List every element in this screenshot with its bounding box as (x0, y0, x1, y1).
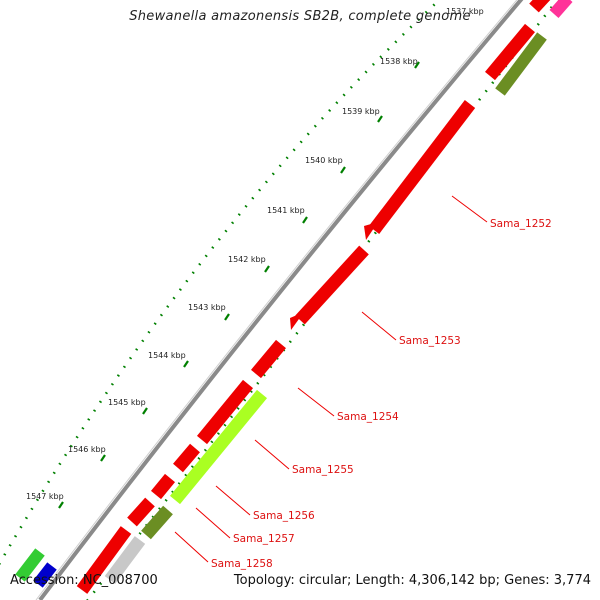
accession-text: Accession: NC_008700 (10, 573, 158, 588)
gene-label: Sama_1252 (490, 218, 552, 230)
gene-label: Sama_1253 (399, 335, 461, 347)
tick-label: 1545 kbp (108, 398, 146, 407)
tick-label: 1546 kbp (68, 445, 106, 454)
genome-summary-text: Topology: circular; Length: 4,306,142 bp… (233, 573, 591, 588)
gene-arrow (150, 473, 176, 500)
gene-arrow (169, 389, 268, 505)
gene-arrow (495, 32, 547, 96)
genome-title: Shewanella amazonensis SB2B, complete ge… (129, 9, 471, 24)
gene-arrow (529, 0, 551, 13)
gene-label: Sama_1256 (253, 510, 315, 522)
gene-arrow (15, 548, 45, 582)
tick-label: 1537 kbp (446, 7, 484, 16)
gene-label: Sama_1254 (337, 411, 399, 423)
major-ticks (58, 61, 420, 509)
gene-arrow (141, 505, 173, 540)
tick-label: 1540 kbp (305, 156, 343, 165)
gene-arrow (104, 536, 146, 584)
gene-arrow (485, 23, 535, 81)
tick-label: 1547 kbp (26, 492, 64, 501)
forward-genes (76, 0, 551, 594)
tick-label: 1543 kbp (188, 303, 226, 312)
gene-arrowhead (290, 312, 304, 330)
tick-label: 1538 kbp (380, 57, 418, 66)
gene-label: Sama_1257 (233, 533, 295, 545)
gene-arrow (33, 562, 57, 588)
genome-backbone (38, 0, 524, 600)
gene-arrow (251, 339, 286, 379)
tick-label: 1544 kbp (148, 351, 186, 360)
gene-arrow (295, 245, 369, 325)
gene-arrow (549, 0, 573, 18)
tick-label: 1541 kbp (267, 206, 305, 215)
outer-scale-dots (0, 0, 442, 566)
scale-tick-labels: 1537 kbp 1538 kbp 1539 kbp 1540 kbp 1541… (26, 7, 484, 501)
gene-arrowhead (364, 222, 378, 240)
reverse-genes (15, 0, 573, 588)
gene-labels: Sama_1252 Sama_1253 Sama_1254 Sama_1255 … (211, 218, 552, 570)
gene-arrow (368, 100, 476, 234)
gene-label: Sama_1258 (211, 558, 273, 570)
gene-arrow (173, 443, 200, 473)
tick-label: 1539 kbp (342, 107, 380, 116)
genome-backbone-highlight (35, 0, 518, 600)
gene-label: Sama_1255 (292, 464, 354, 476)
label-leaders (174, 195, 488, 563)
tick-label: 1542 kbp (228, 255, 266, 264)
gene-arrow (127, 497, 155, 527)
gene-arrow (76, 526, 132, 594)
gene-arrow (196, 379, 254, 445)
